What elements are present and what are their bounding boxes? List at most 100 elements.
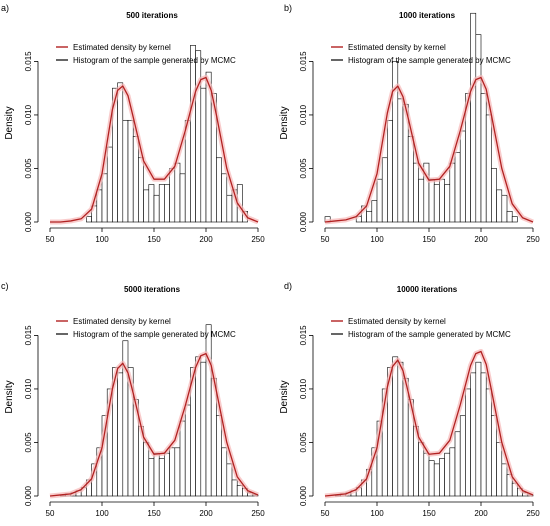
- x-tick-label: 150: [147, 235, 161, 244]
- legend-label-kernel: Estimated density by kernel: [73, 317, 171, 326]
- histogram-bar: [205, 324, 212, 497]
- x-tick-label: 50: [321, 509, 330, 518]
- histogram-bar: [169, 168, 176, 223]
- legend-label-histogram: Histogram of the sample generated by MCM…: [348, 56, 511, 65]
- histogram-bar: [132, 136, 139, 223]
- density-curve: [324, 76, 534, 223]
- axes: 50 100 150 200 250 0.000 0.005 0.010 0.015: [299, 325, 540, 518]
- x-tick-label: 150: [422, 235, 436, 244]
- y-tick-label: 0.010: [299, 104, 308, 125]
- histogram-bar: [148, 184, 155, 223]
- histogram-bar: [501, 194, 508, 223]
- y-tick-label: 0.010: [24, 378, 33, 399]
- histogram-bar: [179, 420, 186, 497]
- histogram-bar: [496, 442, 503, 497]
- x-tick-label: 100: [95, 235, 109, 244]
- histogram-bar: [459, 130, 466, 223]
- histogram-bar: [101, 173, 108, 223]
- histogram-bar: [143, 189, 150, 223]
- histogram-bar: [158, 458, 165, 497]
- histogram-bar: [491, 415, 497, 497]
- histogram-bar: [86, 216, 92, 223]
- histogram-bar: [475, 361, 482, 497]
- histogram-bar: [106, 146, 113, 223]
- histogram-bar: [117, 82, 124, 223]
- y-tick-label: 0.005: [299, 432, 308, 453]
- x-tick-label: 150: [422, 509, 436, 518]
- panel-label: b): [284, 3, 292, 13]
- panel-a: a) 500 iterations Density 50 100 150 200 250…: [1, 3, 265, 244]
- histogram-bar: [184, 404, 191, 497]
- histogram-bar: [216, 415, 222, 497]
- histogram-bar: [236, 484, 243, 497]
- x-tick-label: 100: [370, 235, 384, 244]
- histogram-bar: [195, 50, 202, 223]
- panel-label: d): [284, 281, 292, 291]
- histogram-bar: [397, 361, 404, 497]
- histogram-bar: [454, 431, 461, 497]
- panel-title: 10000 iterations: [397, 285, 458, 294]
- density-curve: [49, 352, 259, 497]
- histogram-bar: [371, 200, 378, 223]
- axes: 50 100 150 200 250 0.000 0.005 0.010 0.015: [24, 325, 265, 518]
- histogram-bar: [221, 173, 228, 223]
- panel-title: 500 iterations: [126, 11, 178, 20]
- histogram-bar: [511, 216, 518, 223]
- histogram-bar: [143, 442, 150, 497]
- y-tick-label: 0.015: [299, 325, 308, 346]
- histogram-bar: [158, 184, 165, 223]
- legend-label-histogram: Histogram of the sample generated by MCM…: [348, 330, 511, 339]
- histogram-bar: [200, 361, 207, 497]
- histogram-bar: [449, 447, 456, 497]
- histogram-bar: [485, 388, 492, 497]
- x-tick-label: 200: [199, 509, 213, 518]
- y-tick-label: 0.010: [24, 104, 33, 125]
- histogram-bar: [459, 415, 466, 497]
- y-axis-label: Density: [279, 106, 290, 139]
- histogram-bar: [454, 152, 461, 223]
- density-curve: [324, 350, 534, 497]
- histogram-bar: [397, 98, 404, 223]
- histogram-bar: [216, 157, 222, 223]
- histogram-bar: [496, 189, 503, 223]
- histogram-bar: [480, 93, 487, 223]
- x-tick-label: 50: [46, 509, 55, 518]
- x-tick-label: 150: [147, 509, 161, 518]
- x-tick-label: 50: [321, 235, 330, 244]
- histogram-bar: [122, 119, 129, 223]
- y-tick-label: 0.005: [24, 432, 33, 453]
- legend-label-kernel: Estimated density by kernel: [348, 43, 446, 52]
- x-tick-label: 50: [46, 235, 55, 244]
- panel-title: 5000 iterations: [124, 285, 181, 294]
- axes: 50 100 150 200 250 0.000 0.005 0.010 0.015: [299, 51, 540, 244]
- histogram-bar: [444, 184, 451, 223]
- histogram-bar: [174, 162, 181, 223]
- legend: Estimated density by kernel Histogram of…: [331, 43, 511, 65]
- y-tick-label: 0.000: [24, 485, 33, 506]
- histogram-bar: [148, 458, 155, 497]
- histogram-bar: [501, 463, 508, 497]
- histogram-bar: [506, 210, 513, 223]
- x-tick-label: 250: [251, 509, 265, 518]
- histogram-bar: [449, 162, 456, 223]
- histogram-bar: [465, 388, 471, 497]
- y-tick-label: 0.000: [299, 211, 308, 232]
- x-tick-label: 250: [526, 509, 540, 518]
- panel-b: b) 1000 iterations Density 50 100 150 200 25…: [279, 3, 540, 244]
- histogram-bar: [164, 184, 170, 223]
- histogram-bar: [138, 157, 144, 223]
- histogram-bar: [169, 447, 176, 497]
- y-tick-label: 0.015: [24, 325, 33, 346]
- histogram-bar: [381, 157, 388, 223]
- histogram-bar: [470, 372, 477, 497]
- histogram-bar: [221, 447, 228, 497]
- panel-label: c): [1, 281, 9, 291]
- histogram-bar: [174, 447, 181, 497]
- legend: Estimated density by kernel Histogram of…: [56, 43, 236, 65]
- x-tick-label: 250: [251, 235, 265, 244]
- histogram-bar: [433, 184, 440, 223]
- histogram-bar: [407, 136, 414, 223]
- y-tick-label: 0.000: [299, 485, 308, 506]
- x-tick-label: 100: [95, 509, 109, 518]
